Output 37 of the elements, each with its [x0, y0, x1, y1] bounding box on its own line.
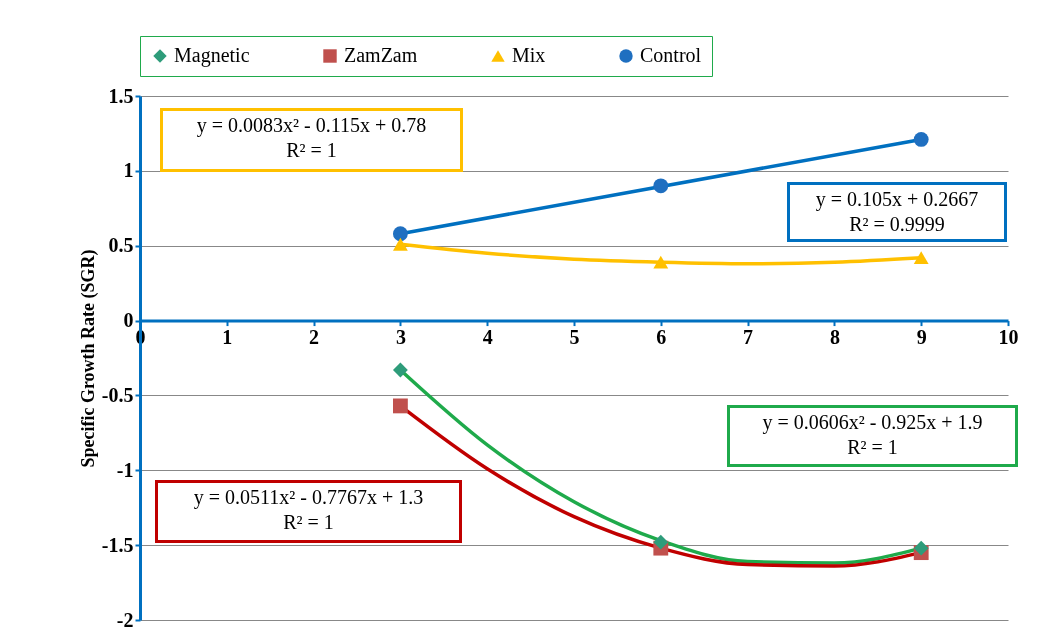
point	[653, 255, 669, 269]
annotation: y = 0.105x + 0.2667 R² = 0.9999	[814, 187, 980, 237]
x-tick-label: 6	[656, 326, 667, 349]
point	[653, 534, 669, 550]
y-tick-label: -2	[116, 608, 134, 631]
x-tick-label: 3	[395, 326, 406, 349]
legend-label: Mix	[512, 44, 546, 66]
point	[913, 132, 929, 147]
point	[913, 540, 929, 556]
point	[392, 226, 408, 242]
legend-label: Control	[640, 44, 702, 66]
y-tick-label: -1.5	[101, 533, 134, 556]
point	[392, 362, 408, 378]
annotation: y = 0.0083x² - 0.115x + 0.78 R² = 1	[195, 113, 428, 163]
y-tick-label: 1	[123, 159, 134, 182]
y-tick-label: 0.5	[108, 234, 134, 257]
x-tick-label: 2	[309, 326, 320, 349]
x-tick-label: 1	[222, 326, 233, 349]
y-tick-label: 0	[123, 309, 134, 332]
y-axis-title: Specific Growth Rate (SGR)	[77, 249, 99, 468]
x-tick-label: 7	[743, 326, 754, 349]
point	[913, 251, 929, 265]
y-tick-label: 1.5	[108, 84, 134, 107]
x-tick-label: 5	[569, 326, 580, 349]
legend-label: ZamZam	[344, 44, 418, 66]
legend-label: Magnetic	[174, 44, 250, 67]
point	[392, 398, 408, 414]
x-tick-label: 9	[916, 326, 927, 349]
point	[653, 178, 669, 194]
annotation: y = 0.0606x² - 0.925x + 1.9 R² = 1	[761, 410, 984, 460]
x-tick-label: 10	[998, 326, 1019, 349]
y-tick-label: -0.5	[101, 383, 134, 406]
x-tick-label: 8	[829, 326, 840, 349]
y-tick-label: -1	[116, 458, 134, 481]
x-tick-label: 4	[482, 326, 493, 349]
point	[392, 237, 408, 251]
annotation: y = 0.0511x² - 0.7767x + 1.3 R² = 1	[192, 485, 425, 535]
